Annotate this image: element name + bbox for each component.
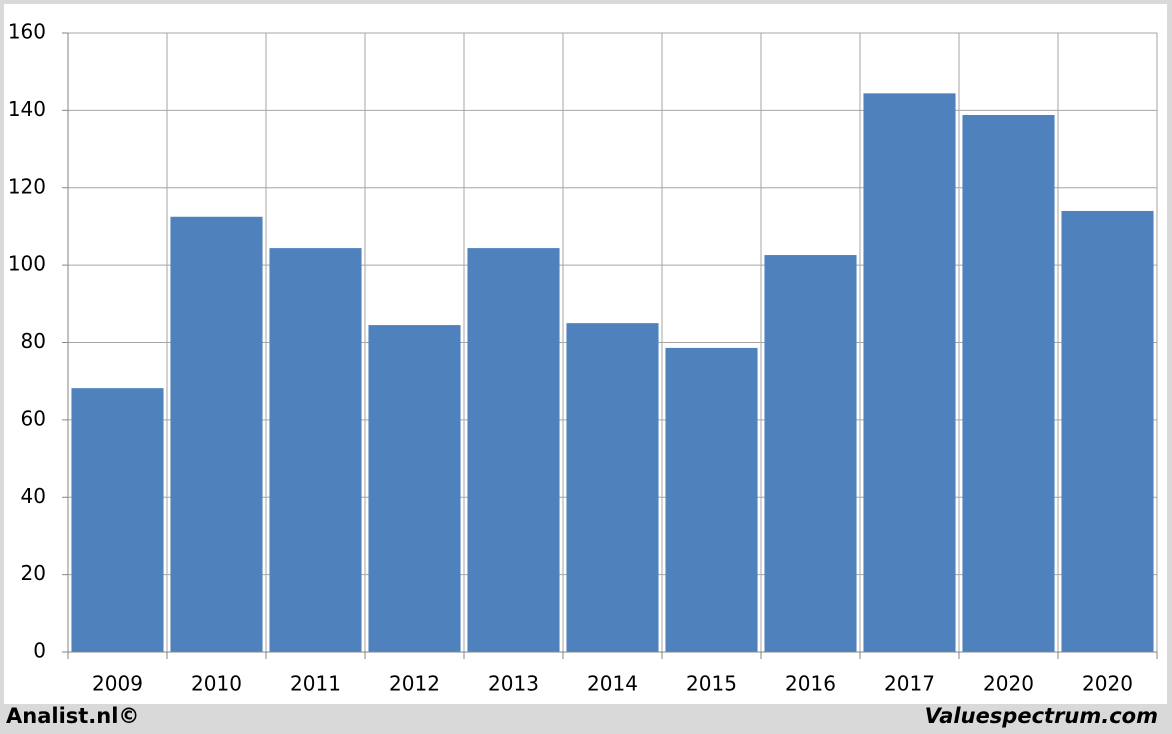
y-tick-label: 40: [21, 484, 46, 508]
bar: [269, 248, 362, 653]
x-tick-label: 2013: [488, 672, 539, 696]
y-tick-label: 140: [8, 97, 46, 121]
y-tick-label: 160: [8, 20, 46, 44]
y-tick-label: 100: [8, 252, 46, 276]
bar: [368, 325, 461, 652]
x-tick-label: 2010: [191, 672, 242, 696]
y-tick-label: 80: [21, 329, 46, 353]
bar: [1061, 210, 1154, 652]
bar: [665, 347, 758, 652]
x-tick-label: 2020: [1082, 672, 1133, 696]
x-tick-label: 2017: [884, 672, 935, 696]
y-tick-label: 20: [21, 561, 46, 585]
footer-left: Analist.nl©: [6, 704, 139, 728]
bar: [170, 216, 263, 652]
x-tick-label: 2016: [785, 672, 836, 696]
bar: [71, 388, 164, 652]
bar: [467, 248, 560, 653]
footer-right: Valuespectrum.com: [925, 704, 1158, 728]
y-tick-label: 0: [33, 639, 46, 663]
x-tick-label: 2015: [686, 672, 737, 696]
x-tick-label: 2012: [389, 672, 440, 696]
x-tick-label: 2014: [587, 672, 638, 696]
x-tick-label: 2009: [92, 672, 143, 696]
bar: [764, 255, 857, 652]
bar: [863, 93, 956, 653]
y-tick-label: 60: [21, 406, 46, 430]
bar: [566, 323, 659, 652]
bar: [962, 115, 1055, 652]
y-tick-label: 120: [8, 174, 46, 198]
x-tick-label: 2020: [983, 672, 1034, 696]
x-tick-label: 2011: [290, 672, 341, 696]
